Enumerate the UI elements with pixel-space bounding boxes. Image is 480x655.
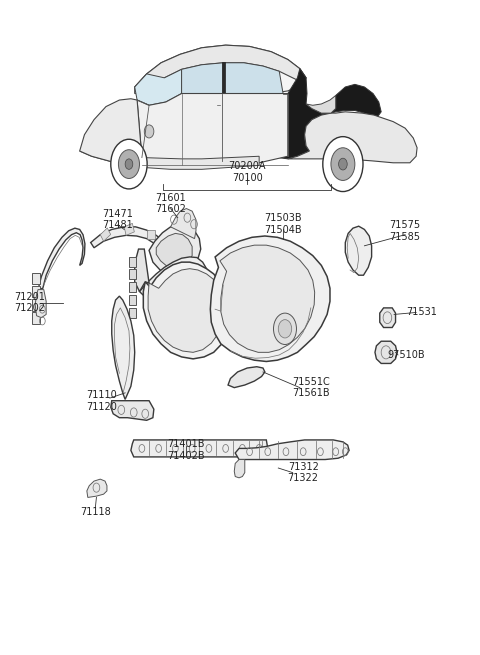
Polygon shape bbox=[148, 269, 223, 352]
Circle shape bbox=[331, 148, 355, 180]
Polygon shape bbox=[161, 241, 171, 253]
Polygon shape bbox=[228, 367, 265, 388]
Text: 71201
71202: 71201 71202 bbox=[14, 292, 45, 314]
Polygon shape bbox=[129, 308, 136, 318]
Polygon shape bbox=[223, 63, 283, 94]
Circle shape bbox=[125, 159, 133, 170]
Polygon shape bbox=[32, 312, 40, 324]
Polygon shape bbox=[210, 236, 330, 362]
Polygon shape bbox=[288, 112, 417, 163]
Polygon shape bbox=[220, 245, 315, 352]
Polygon shape bbox=[278, 69, 381, 159]
Polygon shape bbox=[345, 226, 372, 275]
Text: 71601
71602: 71601 71602 bbox=[155, 193, 186, 214]
Polygon shape bbox=[100, 228, 111, 241]
Text: 71110
71120: 71110 71120 bbox=[86, 390, 117, 411]
Circle shape bbox=[119, 150, 140, 178]
Text: 97510B: 97510B bbox=[388, 350, 425, 360]
Polygon shape bbox=[131, 440, 268, 457]
Text: 71551C
71561B: 71551C 71561B bbox=[292, 377, 330, 398]
Circle shape bbox=[278, 320, 292, 338]
Polygon shape bbox=[129, 295, 136, 305]
Text: 70200A
70100: 70200A 70100 bbox=[228, 161, 266, 183]
Text: 71575
71585: 71575 71585 bbox=[390, 220, 420, 242]
Polygon shape bbox=[144, 262, 230, 359]
Text: 71312
71322: 71312 71322 bbox=[288, 462, 319, 483]
Text: 71531: 71531 bbox=[407, 307, 437, 318]
Text: 71471
71481: 71471 71481 bbox=[103, 209, 133, 231]
Polygon shape bbox=[375, 341, 397, 364]
Polygon shape bbox=[142, 157, 259, 170]
Polygon shape bbox=[165, 254, 175, 268]
Polygon shape bbox=[135, 45, 306, 94]
Polygon shape bbox=[91, 227, 169, 259]
Polygon shape bbox=[38, 228, 85, 290]
Text: 71118: 71118 bbox=[80, 507, 111, 517]
Polygon shape bbox=[111, 401, 154, 421]
Polygon shape bbox=[156, 233, 192, 268]
Polygon shape bbox=[32, 272, 40, 284]
Polygon shape bbox=[149, 224, 201, 274]
Polygon shape bbox=[80, 94, 288, 168]
Circle shape bbox=[111, 140, 147, 189]
Polygon shape bbox=[124, 223, 134, 235]
Polygon shape bbox=[129, 269, 136, 279]
Polygon shape bbox=[135, 249, 149, 291]
Polygon shape bbox=[181, 63, 223, 94]
Polygon shape bbox=[380, 308, 396, 328]
Polygon shape bbox=[140, 257, 207, 310]
Circle shape bbox=[274, 313, 297, 345]
Polygon shape bbox=[35, 290, 46, 318]
Polygon shape bbox=[235, 440, 349, 460]
Polygon shape bbox=[135, 69, 181, 105]
Polygon shape bbox=[147, 230, 156, 238]
Polygon shape bbox=[135, 45, 306, 92]
Polygon shape bbox=[87, 479, 107, 497]
Polygon shape bbox=[80, 99, 142, 163]
Polygon shape bbox=[112, 296, 135, 400]
Circle shape bbox=[323, 137, 363, 191]
Circle shape bbox=[144, 125, 154, 138]
Polygon shape bbox=[32, 299, 40, 310]
Polygon shape bbox=[32, 286, 40, 297]
Text: 71401B
71402B: 71401B 71402B bbox=[168, 439, 205, 460]
Circle shape bbox=[338, 159, 347, 170]
Polygon shape bbox=[129, 282, 136, 292]
Polygon shape bbox=[222, 62, 225, 94]
Polygon shape bbox=[129, 257, 136, 267]
Polygon shape bbox=[306, 96, 336, 113]
Text: 71503B
71504B: 71503B 71504B bbox=[264, 214, 302, 235]
Polygon shape bbox=[234, 460, 245, 478]
Polygon shape bbox=[170, 208, 196, 238]
